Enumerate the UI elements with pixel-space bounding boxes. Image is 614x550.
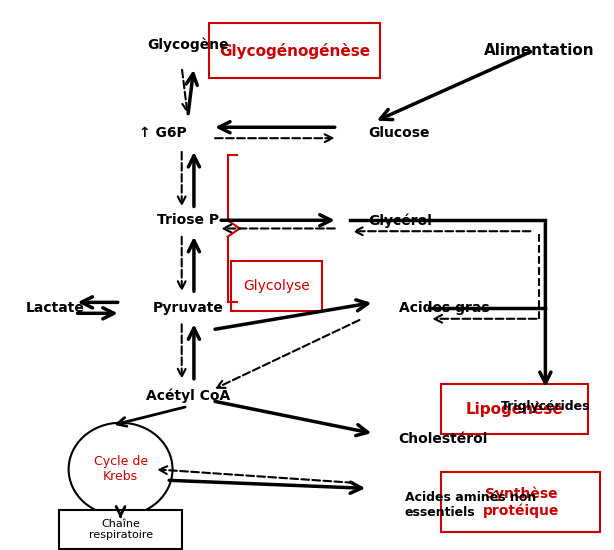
Text: Cholestérol: Cholestérol — [398, 432, 488, 446]
Text: Acides aminés non
essentiels: Acides aminés non essentiels — [405, 491, 536, 519]
Text: Pyruvate: Pyruvate — [152, 301, 223, 315]
Text: Glycogénogénèse: Glycogénogénèse — [219, 43, 370, 59]
Text: Lipogenèse: Lipogenèse — [466, 401, 564, 417]
Text: Alimentation: Alimentation — [484, 43, 594, 58]
FancyBboxPatch shape — [441, 472, 600, 532]
FancyBboxPatch shape — [209, 23, 380, 78]
FancyBboxPatch shape — [231, 261, 322, 311]
FancyBboxPatch shape — [60, 510, 182, 548]
Text: Triose P: Triose P — [157, 213, 219, 227]
Text: Triglycérides: Triglycérides — [500, 400, 590, 413]
Text: ↑ G6P: ↑ G6P — [139, 126, 187, 140]
Text: Acides gras: Acides gras — [398, 301, 489, 315]
Text: Glycolyse: Glycolyse — [243, 279, 310, 293]
Text: Cycle de
Krebs: Cycle de Krebs — [93, 455, 147, 483]
Text: Acétyl CoA: Acétyl CoA — [146, 388, 230, 403]
Text: Lactate: Lactate — [26, 301, 85, 315]
Text: Glucose: Glucose — [368, 126, 430, 140]
Text: Glycogène: Glycogène — [147, 38, 228, 52]
Text: Glycérol: Glycérol — [368, 213, 432, 228]
Text: Synthèse
protéique: Synthèse protéique — [483, 486, 559, 518]
FancyBboxPatch shape — [441, 384, 588, 434]
Text: Chaîne
respiratoire: Chaîne respiratoire — [88, 519, 153, 540]
